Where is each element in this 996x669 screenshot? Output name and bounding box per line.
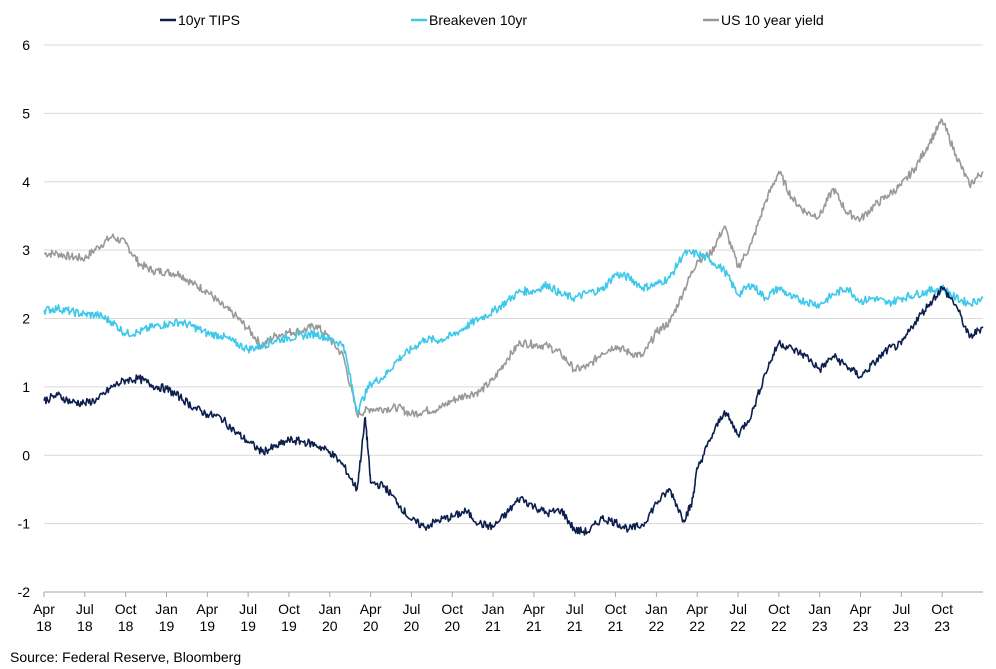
y-tick-label: 5 bbox=[22, 105, 30, 121]
x-tick-month: Jan bbox=[645, 601, 668, 617]
x-tick-year: 21 bbox=[485, 618, 501, 634]
x-tick-year: 21 bbox=[526, 618, 542, 634]
x-tick-year: 22 bbox=[649, 618, 665, 634]
y-tick-label: 3 bbox=[22, 242, 30, 258]
x-tick-month: Apr bbox=[360, 601, 382, 617]
x-tick-month: Apr bbox=[686, 601, 708, 617]
y-axis-ticks: -2 -1 0 1 2 3 4 5 6 bbox=[18, 37, 31, 600]
x-tick-year: 23 bbox=[812, 618, 828, 634]
x-tick-year: 22 bbox=[730, 618, 746, 634]
x-tick-month: Apr bbox=[33, 601, 55, 617]
x-tick-month: Jan bbox=[155, 601, 178, 617]
x-tick-year: 20 bbox=[363, 618, 379, 634]
x-tick-month: Jul bbox=[239, 601, 257, 617]
x-tick-year: 20 bbox=[444, 618, 460, 634]
y-tick-label: 1 bbox=[22, 379, 30, 395]
x-tick-year: 23 bbox=[934, 618, 950, 634]
series-lines bbox=[43, 118, 984, 536]
x-tick-month: Jan bbox=[808, 601, 831, 617]
legend-label: 10yr TIPS bbox=[178, 12, 240, 28]
x-tick-month: Jul bbox=[892, 601, 910, 617]
x-tick-year: 20 bbox=[322, 618, 338, 634]
x-tick-year: 18 bbox=[118, 618, 134, 634]
gridlines bbox=[44, 44, 983, 593]
y-tick-label: 0 bbox=[22, 447, 30, 463]
x-tick-month: Jan bbox=[482, 601, 505, 617]
x-tick-month: Apr bbox=[850, 601, 872, 617]
series-line-10yr-tips bbox=[43, 285, 984, 536]
legend: 10yr TIPS Breakeven 10yr US 10 year yield bbox=[160, 12, 824, 28]
x-tick-month: Oct bbox=[768, 601, 790, 617]
x-tick-year: 18 bbox=[36, 618, 52, 634]
x-tick-year: 23 bbox=[853, 618, 869, 634]
x-tick-month: Oct bbox=[441, 601, 463, 617]
x-tick-month: Oct bbox=[115, 601, 137, 617]
x-tick-month: Jul bbox=[402, 601, 420, 617]
x-tick-year: 18 bbox=[77, 618, 93, 634]
x-tick-year: 21 bbox=[567, 618, 583, 634]
series-line-us-10-year-yield bbox=[43, 118, 984, 418]
x-tick-year: 22 bbox=[689, 618, 705, 634]
x-tick-month: Apr bbox=[196, 601, 218, 617]
x-tick-month: Jan bbox=[318, 601, 341, 617]
y-tick-label: -1 bbox=[18, 516, 31, 532]
x-tick-year: 19 bbox=[240, 618, 256, 634]
legend-label: US 10 year yield bbox=[721, 12, 824, 28]
x-axis-ticks: Apr18Jul18Oct18Jan19Apr19Jul19Oct19Jan20… bbox=[33, 592, 953, 634]
y-tick-label: 6 bbox=[22, 37, 30, 53]
x-tick-month: Oct bbox=[278, 601, 300, 617]
x-tick-year: 21 bbox=[608, 618, 624, 634]
x-tick-year: 20 bbox=[404, 618, 420, 634]
x-tick-month: Jul bbox=[76, 601, 94, 617]
source-note: Source: Federal Reserve, Bloomberg bbox=[10, 649, 241, 665]
x-tick-month: Jul bbox=[729, 601, 747, 617]
x-tick-month: Oct bbox=[605, 601, 627, 617]
x-tick-month: Jul bbox=[566, 601, 584, 617]
legend-label: Breakeven 10yr bbox=[429, 12, 527, 28]
x-tick-month: Oct bbox=[931, 601, 953, 617]
series-line-breakeven-10yr bbox=[43, 249, 984, 414]
y-tick-label: -2 bbox=[18, 584, 31, 600]
y-tick-label: 4 bbox=[22, 174, 30, 190]
y-tick-label: 2 bbox=[22, 311, 30, 327]
x-tick-year: 23 bbox=[894, 618, 910, 634]
x-tick-year: 22 bbox=[771, 618, 787, 634]
x-tick-year: 19 bbox=[281, 618, 297, 634]
x-tick-year: 19 bbox=[200, 618, 216, 634]
x-tick-year: 19 bbox=[159, 618, 175, 634]
x-tick-month: Apr bbox=[523, 601, 545, 617]
